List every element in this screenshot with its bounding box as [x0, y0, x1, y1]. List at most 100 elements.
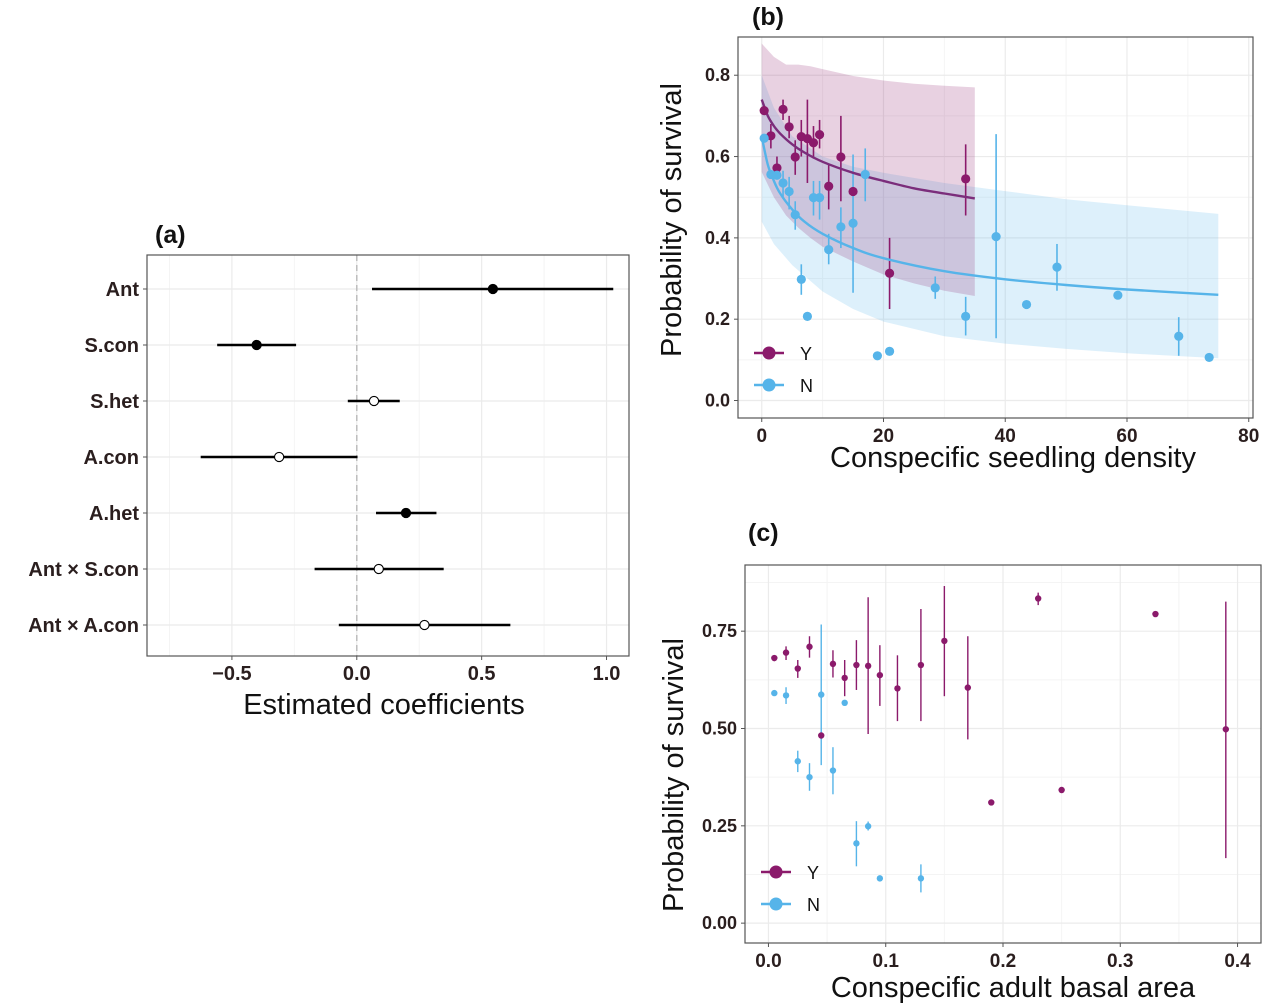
data-point-n	[814, 193, 825, 203]
panel-c-adult-basal-area: (c) YN 0.0 0.1 0.2 0.3 0.4 0.00 0.25 0.50 0.75 C…	[658, 519, 1262, 1004]
data-point-n	[772, 170, 782, 180]
panel-c-xlabel: Conspecific adult basal area	[831, 972, 1196, 1004]
panel-a-xlabel: Estimated coefficients	[243, 689, 525, 721]
panel-c-ylabel: Probability of survival	[658, 638, 690, 912]
data-point-n	[1113, 290, 1123, 300]
coefficient-point	[273, 451, 285, 463]
panel-c-label: (c)	[748, 519, 779, 547]
panel-b-frame	[737, 36, 1254, 419]
data-point-n	[818, 691, 825, 698]
legend-marker-n	[769, 897, 783, 911]
x-tick-label: 0.3	[1107, 951, 1133, 972]
x-tick-label: 0.2	[990, 951, 1016, 972]
data-point-y	[806, 643, 813, 650]
y-tick-label: 0.25	[702, 816, 737, 836]
data-point-n	[853, 840, 860, 847]
x-tick-label: 0.0	[343, 663, 371, 685]
data-point-n	[991, 232, 1001, 242]
legend-marker-y	[762, 346, 776, 360]
data-point-n	[1204, 352, 1214, 363]
data-point-n	[884, 346, 895, 356]
x-tick-label: −0.5	[212, 663, 251, 685]
legend-label-n: N	[807, 895, 820, 915]
panel-b-legend: YN	[754, 344, 813, 396]
legend-marker-y	[769, 865, 783, 879]
data-point-n	[860, 169, 870, 180]
data-point-n	[782, 692, 790, 699]
data-point-y	[1058, 786, 1065, 794]
data-point-y	[808, 138, 819, 148]
y-tick-label: 0.4	[705, 228, 730, 248]
data-point-n	[961, 311, 971, 321]
category-label: Ant × A.con	[28, 615, 139, 637]
x-tick-label: 80	[1238, 426, 1259, 447]
coefficient-point	[251, 339, 262, 351]
panel-c-marks	[771, 586, 1230, 893]
coefficient-point	[419, 619, 430, 631]
panel-a-ticks: −0.5 0.0 0.5 1.0 Ant S.con S.het A.con A.het Ant …	[28, 279, 620, 685]
data-point-y	[917, 661, 925, 669]
y-tick-label: 0.8	[705, 65, 730, 85]
data-point-y	[818, 732, 825, 739]
data-point-y	[771, 654, 778, 662]
y-tick-label: 0.0	[705, 391, 730, 411]
panel-c-legend: YN	[761, 863, 820, 915]
data-point-y	[782, 649, 790, 656]
coefficient-point	[373, 563, 384, 575]
panel-c-ticks: 0.0 0.1 0.2 0.3 0.4 0.00 0.25 0.50 0.75	[702, 621, 1251, 972]
data-point-n	[806, 773, 813, 781]
y-tick-label: 0.2	[705, 309, 730, 329]
panel-b-xlabel: Conspecific seedling density	[830, 442, 1196, 474]
data-point-n	[784, 186, 794, 197]
y-tick-label: 0.00	[702, 913, 737, 933]
data-point-y	[876, 671, 884, 679]
fit-curve-y	[760, 99, 975, 200]
data-point-y	[853, 661, 860, 669]
data-point-y	[790, 152, 800, 162]
data-point-y	[894, 685, 901, 692]
data-point-y	[794, 665, 801, 672]
data-point-y	[848, 186, 858, 197]
legend-label-n: N	[800, 376, 813, 396]
coefficient-point	[487, 283, 499, 295]
data-point-y	[772, 163, 782, 173]
data-point-n	[829, 767, 837, 774]
x-tick-label: 0.1	[873, 951, 900, 972]
data-point-y	[884, 268, 895, 278]
data-point-y	[941, 637, 948, 645]
data-point-n	[1021, 299, 1032, 310]
data-point-n	[930, 283, 940, 293]
x-tick-label: 0.5	[468, 663, 496, 685]
data-point-n	[790, 210, 800, 220]
data-point-n	[759, 133, 769, 143]
legend-label-y: Y	[800, 344, 812, 364]
panel-a-frame	[146, 254, 630, 657]
panel-a-label: (a)	[155, 221, 186, 249]
panel-a-coefficients: (a) −0.5 0.0 0.5 1.0 Ant S.con S.het A.con A.het…	[28, 221, 630, 721]
y-tick-label: 0.50	[702, 719, 737, 739]
panel-b-marks	[759, 99, 1219, 363]
x-tick-label: 0.0	[755, 951, 781, 972]
data-point-n	[824, 245, 834, 255]
fit-curve-n	[760, 136, 1219, 296]
x-tick-label: 20	[873, 426, 894, 447]
panel-b-seedling-density: (b) YN 0 20 40 60 80 0.0 0.2 0.4 0.6 0.8 Conspeci…	[656, 3, 1259, 474]
legend-label-y: Y	[807, 863, 819, 883]
data-point-y	[778, 104, 788, 114]
panel-b-ticks: 0 20 40 60 80 0.0 0.2 0.4 0.6 0.8	[705, 65, 1259, 447]
data-point-y	[829, 660, 837, 668]
category-label: Ant × S.con	[28, 559, 139, 581]
panel-a-marks	[200, 283, 614, 631]
category-label: S.het	[90, 391, 139, 413]
data-point-n	[796, 274, 806, 284]
coefficient-point	[400, 507, 412, 519]
data-point-n	[778, 178, 788, 188]
data-point-n	[917, 875, 925, 882]
data-point-y	[759, 105, 769, 116]
x-tick-label: 0	[756, 426, 767, 447]
data-point-n	[841, 699, 848, 707]
y-tick-label: 0.75	[702, 621, 737, 641]
data-point-y	[1034, 595, 1042, 602]
category-label: S.con	[85, 335, 139, 357]
